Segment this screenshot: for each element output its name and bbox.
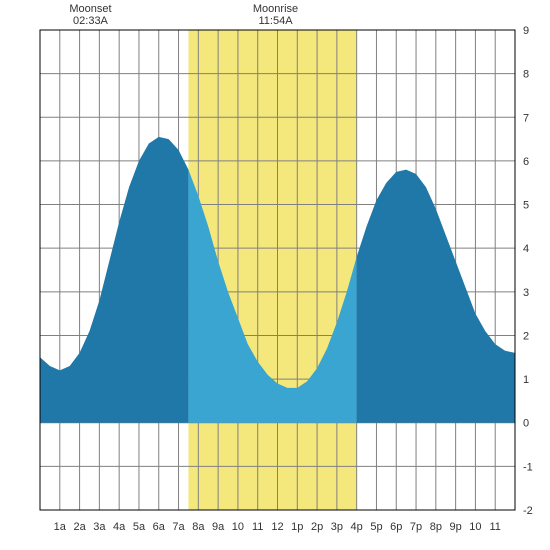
y-tick-label: 9: [523, 25, 529, 37]
y-tick-label: -1: [523, 461, 533, 473]
tide-chart: -2-101234567891a2a3a4a5a6a7a8a9a1011121p…: [0, 0, 550, 550]
x-tick-label: 1p: [291, 521, 303, 533]
x-tick-label: 10: [232, 521, 244, 533]
x-tick-label: 9p: [450, 521, 462, 533]
moonrise-time: 11:54A: [258, 15, 293, 27]
x-tick-label: 8p: [430, 521, 442, 533]
x-tick-label: 9a: [212, 521, 225, 533]
x-tick-label: 11: [489, 521, 500, 533]
y-tick-label: 3: [523, 287, 529, 299]
x-tick-label: 12: [271, 521, 283, 533]
x-tick-label: 4p: [351, 521, 363, 533]
y-tick-label: 1: [523, 374, 529, 386]
x-tick-label: 5a: [133, 521, 146, 533]
x-tick-label: 1a: [54, 521, 67, 533]
x-tick-label: 5p: [370, 521, 382, 533]
y-tick-label: 7: [523, 112, 529, 124]
x-tick-label: 3p: [331, 521, 343, 533]
x-tick-label: 6p: [390, 521, 402, 533]
y-tick-label: 2: [523, 330, 529, 342]
x-tick-label: 2a: [73, 521, 86, 533]
chart-svg: -2-101234567891a2a3a4a5a6a7a8a9a1011121p…: [0, 0, 550, 550]
moonset-label: Moonset: [69, 3, 111, 15]
x-tick-label: 7a: [172, 521, 185, 533]
x-tick-label: 4a: [113, 521, 126, 533]
y-tick-label: 5: [523, 200, 529, 212]
y-tick-label: -2: [523, 505, 533, 517]
x-tick-label: 6a: [153, 521, 166, 533]
y-tick-label: 6: [523, 156, 529, 168]
x-tick-label: 11: [252, 521, 263, 533]
y-tick-label: 8: [523, 69, 529, 81]
moonset-time: 02:33A: [73, 15, 109, 27]
x-tick-label: 2p: [311, 521, 323, 533]
x-tick-label: 10: [469, 521, 481, 533]
moonrise-label: Moonrise: [253, 3, 298, 15]
x-tick-label: 8a: [192, 521, 205, 533]
x-tick-label: 7p: [410, 521, 422, 533]
x-tick-label: 3a: [93, 521, 106, 533]
y-tick-label: 0: [523, 418, 529, 430]
y-tick-label: 4: [523, 243, 529, 255]
